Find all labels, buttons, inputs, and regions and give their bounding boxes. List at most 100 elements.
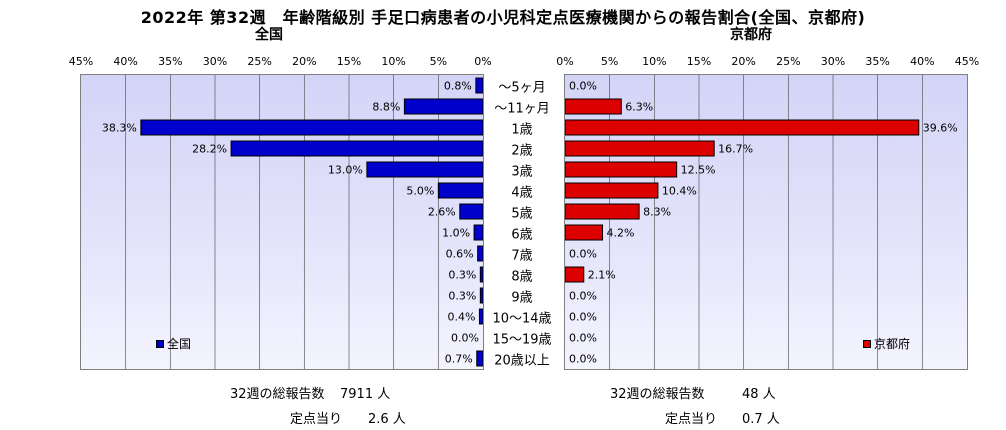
category-label: 8歳 [511, 269, 533, 284]
left-value-label: 0.3% [448, 290, 476, 303]
category-label: 15～19歳 [492, 332, 552, 347]
right-per-label: 定点当り [665, 412, 718, 427]
left-legend-swatch [156, 339, 164, 348]
chart-title: 2022年 第32週 年齢階級別 手足口病患者の小児科定点医療機関からの報告割合… [140, 8, 866, 27]
left-value-label: 0.6% [446, 248, 474, 261]
right-value-label: 0.0% [569, 290, 597, 303]
right-x-tick-label: 5% [600, 55, 619, 68]
left-value-label: 8.8% [372, 101, 400, 114]
right-total-label: 32週の総報告数 [610, 387, 705, 402]
left-legend: 全国 [156, 335, 191, 352]
right-value-label: 2.1% [588, 269, 616, 282]
left-x-tick-label: 45% [68, 55, 94, 68]
right-legend: 京都府 [863, 335, 910, 352]
category-label: 2歳 [511, 143, 533, 158]
left-x-tick-label: 35% [158, 55, 183, 68]
right-bar [565, 140, 715, 157]
left-value-label: 1.0% [442, 227, 470, 240]
left-bar [459, 203, 483, 220]
category-label: 7歳 [511, 248, 533, 263]
right-bar [565, 266, 585, 283]
category-label: 5歳 [511, 206, 533, 221]
right-x-tick-label: 45% [954, 55, 980, 68]
left-x-tick-label: 30% [202, 55, 228, 68]
left-plot-area: 0.8% 8.8% 38.3% 28.2% 13.0% 5.0% 2.6% 1.0% 0.6% 0… [80, 74, 484, 370]
left-total-label: 32週の総報告数 [230, 387, 325, 402]
left-bar-chart: 0.8% 8.8% 38.3% 28.2% 13.0% 5.0% 2.6% 1.0% 0.6% 0… [102, 75, 483, 369]
right-subtitle: 京都府 [730, 27, 772, 43]
left-bar [437, 182, 483, 199]
right-x-tick-label: 30% [820, 55, 846, 68]
right-legend-label: 京都府 [874, 337, 911, 351]
left-bar [477, 245, 483, 262]
right-value-label: 0.0% [569, 80, 597, 93]
left-per-label: 定点当り [290, 412, 343, 427]
right-per-value: 0.7 人 [742, 412, 780, 427]
right-x-tick-label: 0% [556, 55, 574, 68]
category-label: 9歳 [511, 290, 533, 305]
category-label: 4歳 [511, 185, 533, 200]
right-value-label: 10.4% [662, 185, 697, 198]
left-bar [140, 119, 483, 136]
right-value-label: 0.0% [569, 248, 597, 261]
category-label: ～11ヶ月 [494, 101, 550, 116]
category-label: 10～14歳 [492, 311, 552, 326]
right-bar [565, 203, 640, 220]
category-label: 6歳 [511, 227, 533, 242]
left-value-label: 38.3% [102, 122, 137, 135]
left-legend-label: 全国 [167, 337, 192, 351]
left-x-tick-label: 15% [336, 55, 362, 68]
right-value-label: 4.2% [607, 227, 635, 240]
right-value-label: 0.0% [569, 332, 597, 345]
left-x-tick-label: 0% [474, 55, 492, 68]
left-bar [366, 161, 483, 178]
right-bar [565, 224, 604, 241]
category-label: 20歳以上 [494, 353, 550, 368]
right-value-label: 16.7% [718, 143, 753, 156]
right-plot-area: 0.0% 6.3% 39.6% 16.7% 12.5% 10.4% 8.3% 4.2% 0.0%… [564, 74, 968, 370]
category-label: ～5ヶ月 [498, 80, 546, 95]
right-value-label: 8.3% [643, 206, 671, 219]
right-bar-chart: 0.0% 6.3% 39.6% 16.7%12.5% 10.4% 8.3% 4.2% 0.0%… [565, 75, 958, 369]
left-value-label: 13.0% [328, 164, 363, 177]
category-label: 3歳 [511, 164, 533, 179]
left-bar [479, 266, 483, 283]
right-x-tick-label: 40% [910, 55, 935, 68]
left-bar [403, 98, 483, 115]
category-label: 1歳 [511, 122, 533, 137]
left-x-tick-label: 25% [247, 55, 272, 68]
left-per-value: 2.6 人 [368, 412, 406, 427]
left-bar [476, 350, 483, 367]
right-bar [565, 119, 920, 136]
left-x-tick-label: 5% [429, 55, 448, 68]
left-value-label: 0.0% [451, 332, 479, 345]
left-x-tick-label: 40% [113, 55, 138, 68]
left-bar [478, 308, 483, 325]
left-x-tick-label: 20% [292, 55, 317, 68]
right-value-label: 12.5% [681, 164, 716, 177]
left-value-label: 5.0% [406, 185, 434, 198]
left-bar [230, 140, 483, 157]
right-value-label: 0.0% [569, 311, 597, 324]
left-value-label: 28.2% [192, 143, 227, 156]
right-value-label: 0.0% [569, 353, 597, 366]
left-value-label: 2.6% [428, 206, 456, 219]
left-value-label: 0.3% [448, 269, 476, 282]
right-bar [565, 161, 678, 178]
left-bar [475, 77, 483, 94]
right-total-value: 48 人 [742, 387, 776, 402]
left-subtitle: 全国 [255, 27, 283, 43]
left-bar [473, 224, 483, 241]
left-value-label: 0.4% [447, 311, 475, 324]
right-x-tick-label: 35% [865, 55, 890, 68]
right-legend-swatch [863, 339, 871, 348]
right-bar [565, 98, 622, 115]
left-total-value: 7911 人 [340, 387, 391, 402]
right-x-tick-label: 25% [776, 55, 801, 68]
right-bar [565, 182, 659, 199]
left-value-label: 0.8% [444, 80, 472, 93]
right-x-tick-label: 10% [642, 55, 667, 68]
right-value-label: 6.3% [625, 101, 653, 114]
left-value-label: 0.7% [445, 353, 473, 366]
right-x-tick-label: 15% [686, 55, 712, 68]
